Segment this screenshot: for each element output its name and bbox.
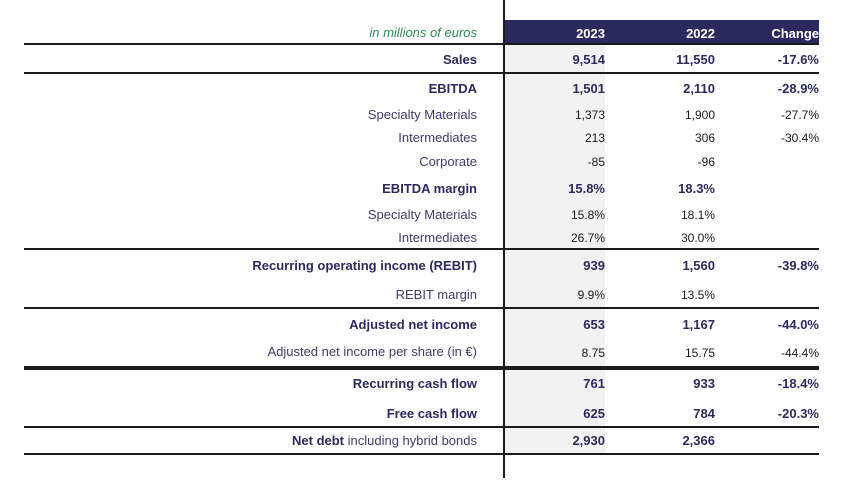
- adj-eps-2023: 8.75: [581, 346, 605, 360]
- col-2023-shading-bot: [505, 370, 605, 426]
- margin-intermediates-2023: 26.7%: [570, 231, 605, 245]
- recurring-cash-flow-2022: 933: [693, 376, 715, 391]
- sales-change: -17.6%: [777, 52, 819, 67]
- ebitda-specialty-2023: 1,373: [574, 108, 605, 122]
- rebit-2022: 1,560: [682, 258, 715, 273]
- adj-eps-change: -44.4%: [780, 346, 819, 360]
- ebitda-intermediates-2022: 306: [694, 131, 715, 145]
- rule-under-sales: [24, 72, 819, 74]
- adj-net-income-2023: 653: [583, 317, 605, 332]
- row-label-ebitda-margin: EBITDA margin: [382, 181, 477, 196]
- row-label-rebit-margin: REBIT margin: [395, 287, 477, 302]
- row-label-margin-specialty: Specialty Materials: [367, 207, 477, 222]
- row-label-adj-net-income: Adjusted net income: [349, 317, 477, 332]
- row-label-ebitda-specialty: Specialty Materials: [367, 107, 477, 122]
- row-label-adj-eps: Adjusted net income per share (in €): [267, 344, 477, 359]
- ebitda-specialty-change: -27.7%: [780, 108, 819, 122]
- margin-specialty-2023: 15.8%: [570, 208, 605, 222]
- ebitda-2023: 1,501: [572, 81, 605, 96]
- sales-2022: 11,550: [675, 52, 715, 67]
- ebitda-intermediates-2023: 213: [584, 131, 605, 145]
- row-label-ebitda: EBITDA: [428, 81, 477, 96]
- header-change: Change: [771, 26, 819, 41]
- col-2023-shading-mid2: [505, 309, 605, 366]
- col-2023-shading-top: [505, 44, 605, 248]
- header-2022: 2022: [686, 26, 715, 41]
- adj-net-income-2022: 1,167: [682, 317, 715, 332]
- sales-2023: 9,514: [572, 52, 605, 67]
- row-label-sales: Sales: [443, 52, 477, 67]
- rebit-margin-2023: 9.9%: [577, 288, 605, 302]
- header-bar: [505, 20, 819, 44]
- recurring-cash-flow-2023: 761: [583, 376, 605, 391]
- rule-before-adj-net: [24, 307, 819, 309]
- row-label-margin-intermediates: Intermediates: [398, 230, 477, 245]
- rule-bottom: [24, 453, 819, 455]
- row-label-net-debt: Net debt including hybrid bonds: [292, 433, 477, 448]
- adj-eps-2022: 15.75: [684, 346, 715, 360]
- ebitda-corporate-2022: -96: [697, 155, 715, 169]
- ebitda-specialty-2022: 1,900: [684, 108, 715, 122]
- free-cash-flow-2023: 625: [583, 406, 605, 421]
- col-2023-shading-mid: [505, 250, 605, 307]
- recurring-cash-flow-change: -18.4%: [777, 376, 819, 391]
- rule-before-net-debt: [24, 426, 819, 428]
- row-label-recurring-cash-flow: Recurring cash flow: [352, 376, 477, 391]
- unit-note: in millions of euros: [369, 25, 477, 40]
- ebitda-margin-2023: 15.8%: [568, 181, 605, 196]
- net-debt-label-bold: Net debt: [292, 433, 345, 448]
- ebitda-corporate-2023: -85: [587, 155, 605, 169]
- rule-before-rebit: [24, 248, 819, 250]
- header-2023: 2023: [576, 26, 605, 41]
- row-label-rebit: Recurring operating income (REBIT): [252, 258, 477, 273]
- row-label-ebitda-intermediates: Intermediates: [398, 130, 477, 145]
- net-debt-2023: 2,930: [572, 433, 605, 448]
- row-label-ebitda-corporate: Corporate: [419, 154, 477, 169]
- net-debt-label-suffix: including hybrid bonds: [344, 433, 477, 448]
- net-debt-2022: 2,366: [682, 433, 715, 448]
- row-label-free-cash-flow: Free cash flow: [386, 406, 477, 421]
- ebitda-margin-2022: 18.3%: [678, 181, 715, 196]
- rebit-change: -39.8%: [777, 258, 819, 273]
- free-cash-flow-change: -20.3%: [777, 406, 819, 421]
- rebit-margin-2022: 13.5%: [680, 288, 715, 302]
- ebitda-2022: 2,110: [683, 81, 715, 96]
- vertical-divider: [503, 0, 505, 478]
- ebitda-change: -28.9%: [777, 81, 819, 96]
- rule-before-cash-flow: [24, 366, 819, 370]
- ebitda-intermediates-change: -30.4%: [780, 131, 819, 145]
- rule-under-header: [24, 43, 819, 45]
- col-2023-shading-last: [505, 428, 605, 453]
- adj-net-income-change: -44.0%: [777, 317, 819, 332]
- margin-specialty-2022: 18.1%: [680, 208, 715, 222]
- rebit-2023: 939: [583, 258, 605, 273]
- margin-intermediates-2022: 30.0%: [680, 231, 715, 245]
- free-cash-flow-2022: 784: [693, 406, 715, 421]
